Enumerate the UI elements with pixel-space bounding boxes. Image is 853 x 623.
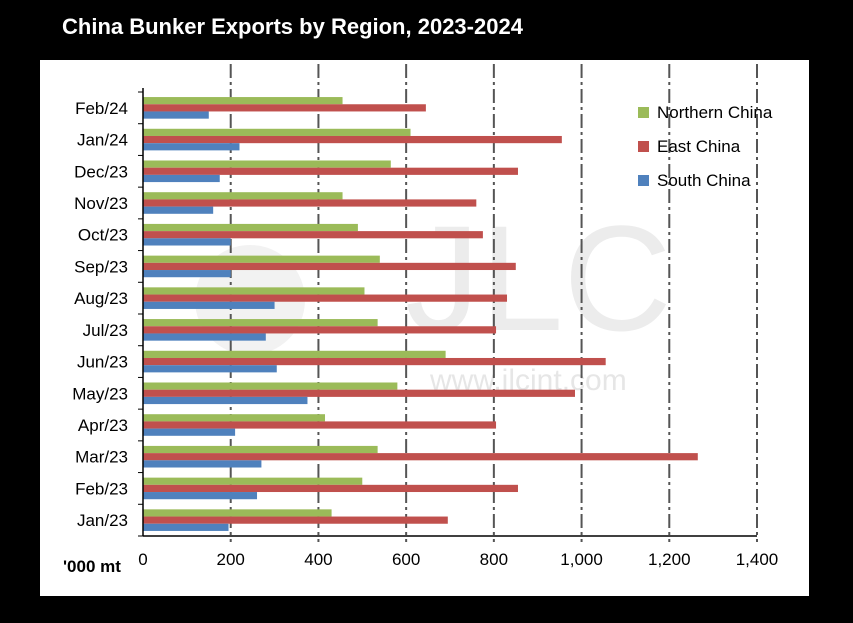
x-tick-label: 1,400 [736,550,779,569]
legend-label: South China [657,171,751,190]
bar [143,428,236,436]
y-tick-label: Mar/23 [75,448,128,467]
legend-swatch [638,107,649,118]
y-tick-label: Jan/23 [77,511,128,530]
bar [143,270,231,278]
bar [143,255,380,263]
tick-labels: 0 200 400 600 800 1,000 1,200 1,400 [138,550,778,569]
axes [138,88,757,537]
bar [143,97,343,105]
legend: Northern China East China South China [638,103,773,190]
bar [143,319,378,327]
bar [143,174,220,183]
y-tick-label: Nov/23 [74,194,128,213]
bar [143,326,497,334]
y-tick-label: Dec/23 [74,162,128,181]
y-tick-label: Sep/23 [74,257,128,276]
bar [143,421,497,429]
chart-title: China Bunker Exports by Region, 2023-202… [62,14,523,39]
bar [143,160,391,168]
y-tick-label: Feb/23 [75,479,128,498]
x-tick-label: 0 [138,550,147,569]
bar [143,414,326,422]
legend-swatch [638,141,649,152]
bar [143,262,516,271]
bars [143,97,698,531]
bar [143,231,483,239]
bar [143,350,446,358]
y-tick-label: Jun/23 [77,353,128,372]
bar [143,516,448,524]
bar [143,389,575,397]
x-tick-label: 200 [217,550,245,569]
bar [143,509,332,517]
bar [143,333,266,341]
bar [143,199,477,207]
bar [143,143,240,151]
bar [143,294,508,302]
bar [143,223,358,232]
bar [143,167,518,175]
x-tick-label: 1,200 [648,550,691,569]
legend-swatch [638,175,649,186]
bar [143,287,365,295]
y-tick-label: Jan/24 [77,131,128,150]
bar [143,460,262,468]
bar [143,111,209,119]
bar [143,238,231,246]
bar [143,445,378,454]
bar [143,453,698,461]
bar [143,104,426,112]
category-labels: Jan/23 Feb/23 Mar/23 Apr/23 May/23 Jun/23 Jul/… [72,99,128,530]
legend-label: East China [657,137,741,156]
x-tick-label: 1,000 [560,550,603,569]
legend-label: Northern China [657,103,773,122]
y-tick-label: Feb/24 [75,99,128,118]
bar [143,365,277,373]
y-tick-label: Oct/23 [78,226,128,245]
x-axis-unit-label: '000 mt [63,557,121,576]
x-tick-label: 400 [304,550,332,569]
watermark-logo-text: JLC [405,194,672,362]
bar [143,135,562,144]
bar [143,396,308,405]
bar [143,206,214,214]
bar [143,382,398,390]
y-tick-label: Apr/23 [78,416,128,435]
x-tick-label: 600 [392,550,420,569]
bar [143,128,411,136]
bar [143,492,258,500]
bar [143,357,606,366]
y-tick-label: Aug/23 [74,289,128,308]
bar [143,192,343,200]
bar [143,523,229,531]
bar [143,484,518,493]
x-tick-label: 800 [480,550,508,569]
y-tick-label: May/23 [72,384,128,403]
bar [143,301,275,309]
bar [143,477,363,485]
y-tick-label: Jul/23 [83,321,128,340]
